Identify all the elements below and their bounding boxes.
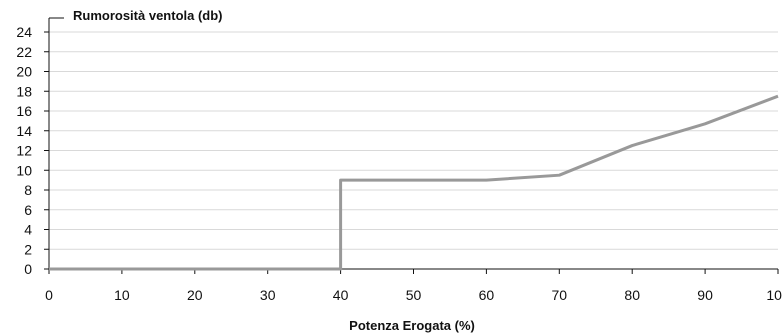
- y-tick-label-1: 2: [24, 241, 32, 257]
- gridlines: [49, 31, 778, 250]
- y-tick-label-12: 24: [16, 24, 32, 40]
- y-tick-label-10: 20: [16, 64, 32, 80]
- x-tick-label-4: 40: [333, 287, 349, 303]
- y-tick-label-4: 8: [24, 182, 32, 198]
- x-tick-label-7: 70: [552, 287, 568, 303]
- x-tick-label-9: 90: [697, 287, 713, 303]
- x-tick-label-8: 80: [624, 287, 640, 303]
- y-tick-label-11: 22: [16, 44, 32, 60]
- x-axis-title: Potenza Erogata (%): [349, 318, 475, 333]
- x-tick-label-10: 100: [766, 287, 782, 303]
- y-tick-label-0: 0: [24, 261, 32, 277]
- y-tick-label-7: 14: [16, 123, 32, 139]
- series-line-0: [49, 94, 779, 271]
- y-tick-label-8: 16: [16, 103, 32, 119]
- y-tick-label-5: 10: [16, 162, 32, 178]
- x-tick-label-5: 50: [406, 287, 422, 303]
- y-tick-label-6: 12: [16, 143, 32, 159]
- axes: [44, 17, 779, 274]
- x-tick-labels: 0 10 20 30 40 50 60 70 80 90 100: [45, 287, 782, 303]
- x-tick-label-3: 30: [260, 287, 276, 303]
- x-tick-label-1: 10: [114, 287, 130, 303]
- x-tick-label-6: 60: [479, 287, 495, 303]
- y-axis-title: Rumorosità ventola (db): [73, 8, 223, 23]
- y-tick-label-2: 4: [24, 222, 32, 238]
- series-layer: [49, 94, 779, 271]
- x-tick-label-0: 0: [45, 287, 53, 303]
- y-tick-label-9: 18: [16, 83, 32, 99]
- y-tick-label-3: 6: [24, 202, 32, 218]
- x-tick-label-2: 20: [187, 287, 203, 303]
